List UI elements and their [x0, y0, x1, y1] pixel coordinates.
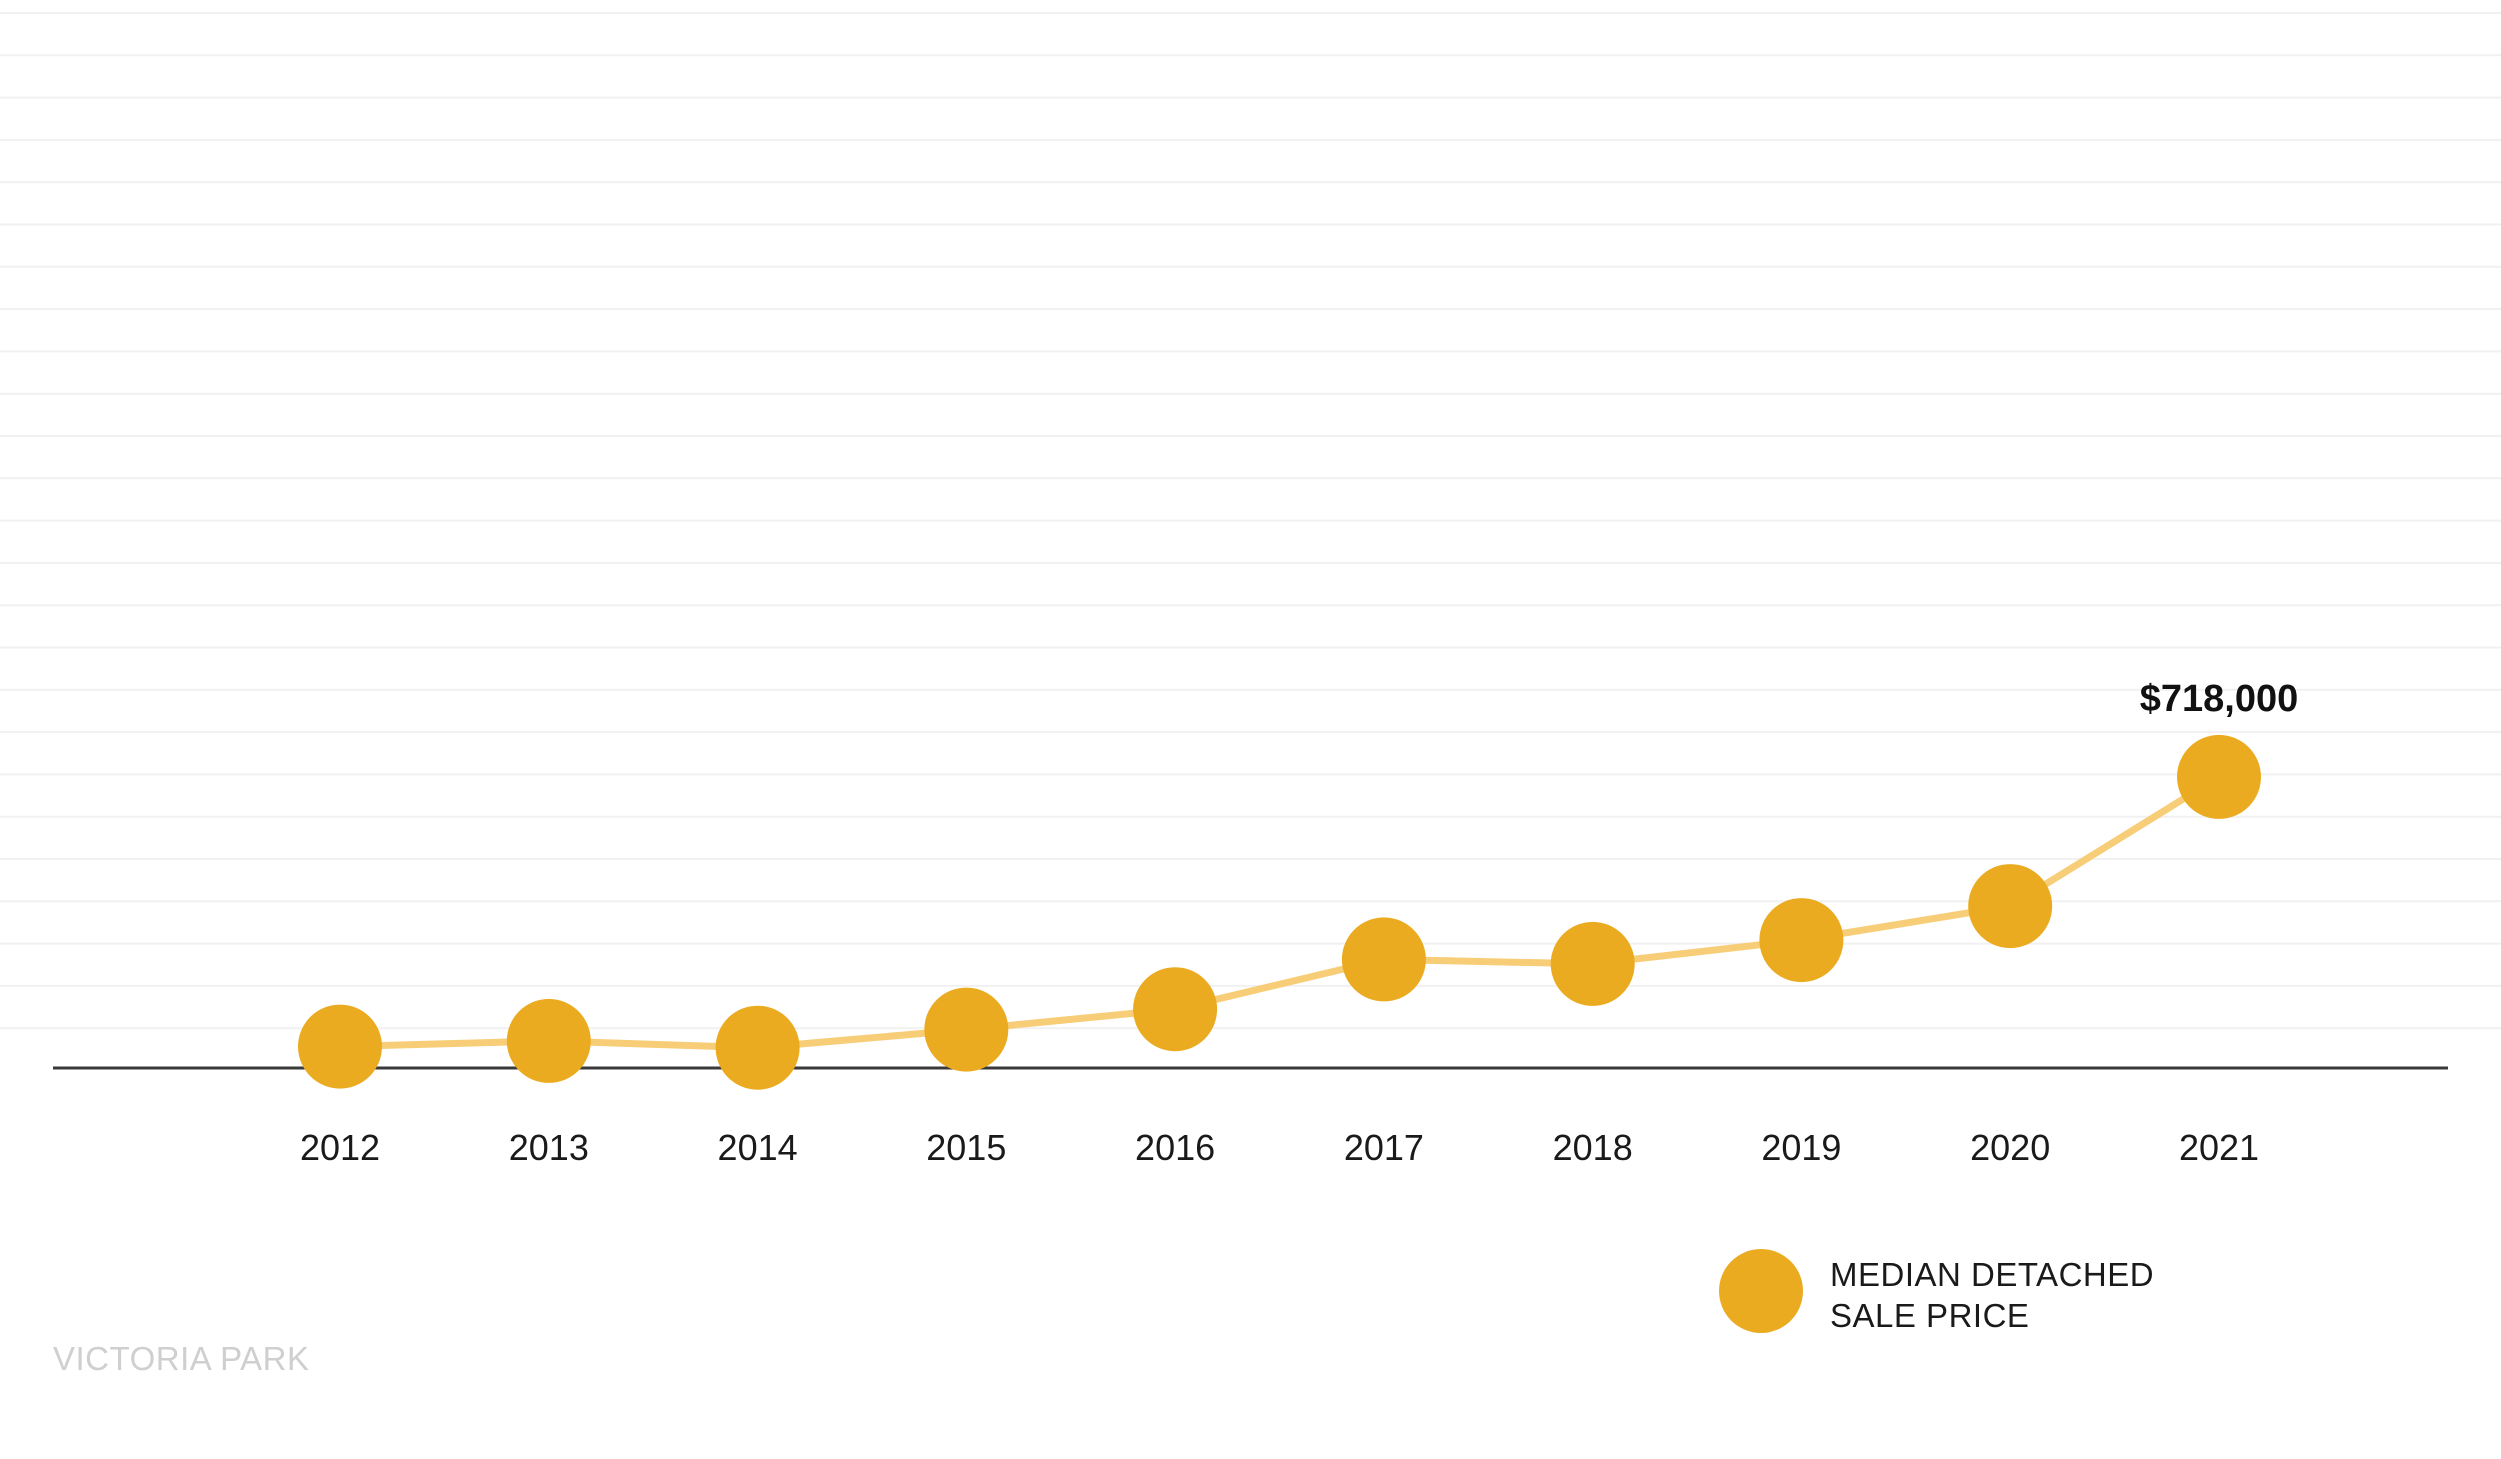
- data-point-2012: [298, 1004, 382, 1089]
- data-point-2017: [1341, 917, 1426, 1002]
- x-tick-label-2016: 2016: [1135, 1127, 1215, 1168]
- x-tick-label-2013: 2013: [509, 1127, 589, 1168]
- x-tick-label-2014: 2014: [718, 1127, 798, 1168]
- x-tick-label-2021: 2021: [2179, 1127, 2259, 1168]
- data-point-2018: [1550, 921, 1635, 1006]
- series-line-median-detached-sale-price: [336, 773, 2223, 1052]
- location-label: VICTORIA PARK: [53, 1340, 310, 1377]
- legend-label-line-2: SALE PRICE: [1830, 1297, 2029, 1334]
- data-point-2021: [2177, 734, 2261, 819]
- gridlines: [0, 12, 2501, 1030]
- data-points: [298, 734, 2261, 1090]
- x-tick-label-2020: 2020: [1970, 1127, 2050, 1168]
- data-labels: $718,000: [2140, 678, 2299, 720]
- data-point-2020: [1968, 864, 2053, 949]
- x-tick-label-2012: 2012: [300, 1127, 380, 1168]
- legend: MEDIAN DETACHED SALE PRICE: [1719, 1249, 2154, 1334]
- data-point-2015: [924, 987, 1009, 1072]
- legend-label-line-1: MEDIAN DETACHED: [1830, 1256, 2154, 1293]
- data-label-2021: $718,000: [2140, 678, 2299, 720]
- data-point-2019: [1759, 898, 1844, 983]
- x-tick-label-2018: 2018: [1553, 1127, 1633, 1168]
- x-tick-label-2015: 2015: [926, 1127, 1006, 1168]
- legend-marker-icon: [1719, 1249, 1803, 1333]
- x-tick-label-2019: 2019: [1761, 1127, 1841, 1168]
- data-point-2016: [1133, 967, 1218, 1052]
- data-point-2014: [715, 1005, 800, 1090]
- x-tick-label-2017: 2017: [1344, 1127, 1424, 1168]
- data-point-2013: [506, 998, 591, 1083]
- x-axis-tick-labels: 2012 2013 2014 2015 2016 2017 2018 2019 2020 2021: [300, 1127, 2259, 1168]
